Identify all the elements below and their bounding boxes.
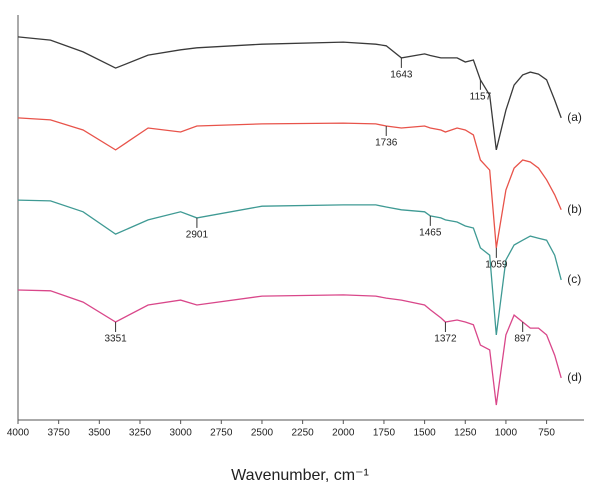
series-label: (c) bbox=[567, 272, 581, 286]
x-tick-label: 3250 bbox=[129, 428, 152, 439]
x-tick-label: 3000 bbox=[170, 428, 193, 439]
x-tick-label: 1250 bbox=[454, 428, 477, 439]
x-tick-label: 1750 bbox=[373, 428, 396, 439]
annotation-label: 1059 bbox=[485, 260, 508, 271]
annotation-label: 1157 bbox=[470, 91, 492, 102]
spectrum-line bbox=[17, 199, 562, 335]
x-tick-label: 1000 bbox=[495, 428, 518, 439]
annotation-label: 3351 bbox=[104, 334, 127, 345]
x-tick-label: 2750 bbox=[210, 428, 233, 439]
annotation-label: 1736 bbox=[375, 138, 398, 149]
series-label: (d) bbox=[567, 370, 582, 384]
annotation-label: 1643 bbox=[390, 70, 413, 81]
annotation-label: 1372 bbox=[434, 334, 457, 345]
series-label: (b) bbox=[567, 202, 582, 216]
x-tick-label: 3500 bbox=[88, 428, 111, 439]
x-tick-label: 2500 bbox=[251, 428, 274, 439]
x-axis-title: Wavenumber, cm⁻¹ bbox=[231, 467, 369, 484]
series-label: (a) bbox=[567, 110, 582, 124]
annotation-label: 897 bbox=[514, 334, 531, 345]
x-tick-label: 750 bbox=[538, 428, 555, 439]
spectrum-line bbox=[17, 289, 562, 406]
annotation-label: 2901 bbox=[186, 230, 209, 241]
spectrum-line bbox=[17, 36, 562, 151]
x-tick-label: 1500 bbox=[413, 428, 436, 439]
x-tick-label: 2000 bbox=[332, 428, 355, 439]
x-tick-label: 3750 bbox=[48, 428, 71, 439]
annotation-label: 1465 bbox=[419, 228, 442, 239]
x-tick-label: 4000 bbox=[7, 428, 30, 439]
x-tick-label: 2250 bbox=[292, 428, 315, 439]
spectrum-line bbox=[17, 117, 562, 249]
